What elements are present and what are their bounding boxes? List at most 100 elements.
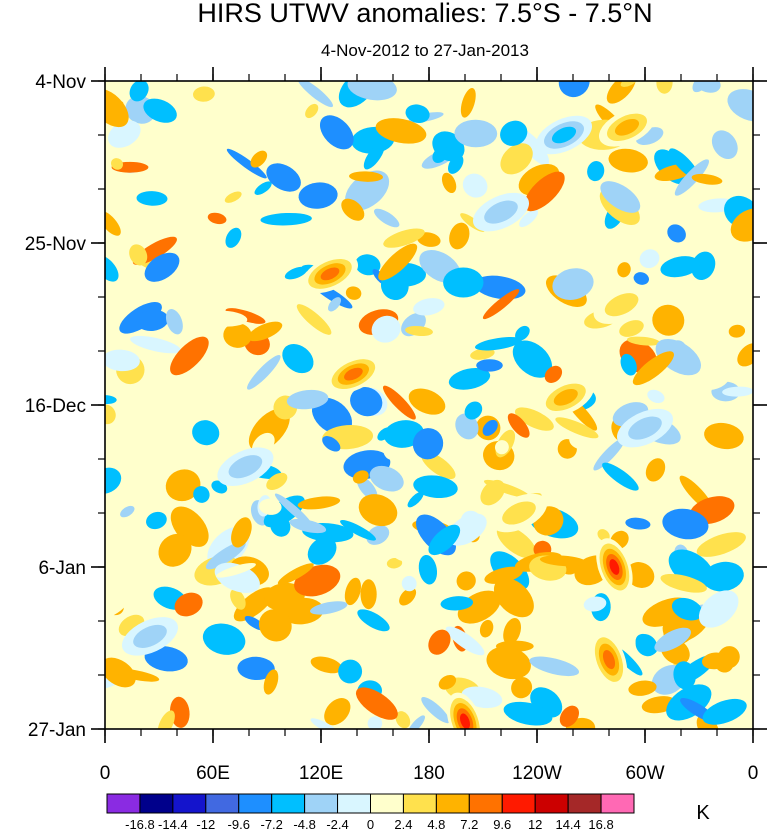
anomaly-feature [228,455,263,479]
anomaly-feature [484,200,518,224]
anomaly-patch [174,592,203,617]
x-tick-label: 60E [196,763,230,784]
chart-subtitle: 4-Nov-2012 to 27-Jan-2013 [321,41,529,60]
anomaly-patch [449,222,470,250]
anomaly-patch [305,103,319,119]
anomaly-patch [555,417,599,439]
anomaly-patch [120,505,135,518]
anomaly-patch [445,626,485,656]
anomaly-patch [266,163,301,192]
anomaly-patch [136,191,168,206]
anomaly-feature [628,416,662,440]
colorbar-tick-label: 12 [528,817,542,830]
colorbar-swatch [172,793,207,814]
anomaly-feature [320,267,340,281]
anomaly-patch [482,419,498,436]
x-tick-label: 120W [512,763,562,784]
anomaly-patch [225,308,266,324]
anomaly-patch [727,89,753,122]
anomaly-patch [480,479,505,506]
anomaly-patch [105,591,130,619]
anomaly-patch [633,272,650,285]
colorbar-swatch [435,793,470,814]
anomaly-patch [496,525,537,559]
anomaly-patch [105,349,140,372]
colorbar-swatch [205,793,240,814]
colorbar-swatch [139,793,174,814]
anomaly-patch [129,244,148,266]
colorbar-tick-label: -14.4 [158,817,188,830]
anomaly-patch [514,407,554,431]
colorbar-swatch [501,793,536,814]
anomaly-patch [260,212,312,226]
anomaly-patch [503,618,521,645]
colorbar-tick-label: -9.6 [228,817,250,830]
anomaly-patch [454,119,498,148]
anomaly-patch [170,696,190,728]
anomaly-patch [671,597,703,621]
y-tick-label: 25-Nov [25,234,87,255]
anomaly-patch [728,324,746,338]
anomaly-patch [310,656,343,674]
anomaly-patch [105,211,121,236]
anomaly-patch [417,232,441,247]
anomaly-patch [165,469,201,502]
anomaly-patch [558,459,574,485]
anomaly-patch [105,467,122,494]
anomaly-patch [702,698,747,725]
anomaly-patch [691,173,723,185]
anomaly-patch [494,440,509,455]
anomaly-patch [632,351,674,386]
anomaly-feature [460,713,470,729]
anomaly-feature [553,389,578,406]
colorbar-tick-label: -4.8 [293,817,315,830]
anomaly-patch [617,262,631,278]
anomaly-patch [654,627,691,652]
anomaly-patch [405,104,430,123]
anomaly-patch [413,475,458,499]
anomaly-patch [432,146,449,163]
anomaly-patch [226,148,267,179]
anomaly-patch [250,150,268,168]
anomaly-patch [413,298,445,316]
colorbar-swatch [337,793,371,814]
anomaly-patch [401,575,417,592]
anomaly-patch [129,81,149,102]
colorbar-swatch [238,793,273,814]
anomaly-patch [355,687,398,720]
anomaly-patch [479,619,494,638]
colorbar-swatch [534,793,569,814]
anomaly-patch [660,573,707,593]
anomaly-patch [652,304,685,336]
anomaly-patch [583,596,607,612]
anomaly-patch [673,661,696,690]
anomaly-patch [704,422,744,450]
anomaly-patch [421,697,450,724]
anomaly-patch [512,340,553,378]
anomaly-patch [193,86,215,102]
colorbar-tick-label: -12 [196,817,215,830]
anomaly-patch [660,256,700,278]
anomaly-patch [105,255,119,282]
anomaly-patch [349,171,383,182]
anomaly-patch [266,472,288,490]
anomaly-patch [626,336,661,346]
anomaly-patch [225,227,242,248]
anomaly-patch [280,597,324,625]
anomaly-patch [722,386,753,397]
anomaly-patch [363,142,385,170]
anomaly-patch [143,98,177,123]
anomaly-patch [310,601,348,615]
x-tick-label: 180 [413,763,445,784]
anomaly-patch [639,249,660,269]
colorbar-tick-label: -16.8 [125,817,155,830]
anomaly-patch [130,335,181,354]
anomaly-patch [297,496,341,510]
anomaly-patch [146,511,167,530]
anomaly-patch [277,563,314,585]
anomaly-patch [297,81,334,108]
plot-area [105,81,753,729]
colorbar-tick-label: 7.2 [460,817,478,830]
anomaly-patch [369,465,404,492]
